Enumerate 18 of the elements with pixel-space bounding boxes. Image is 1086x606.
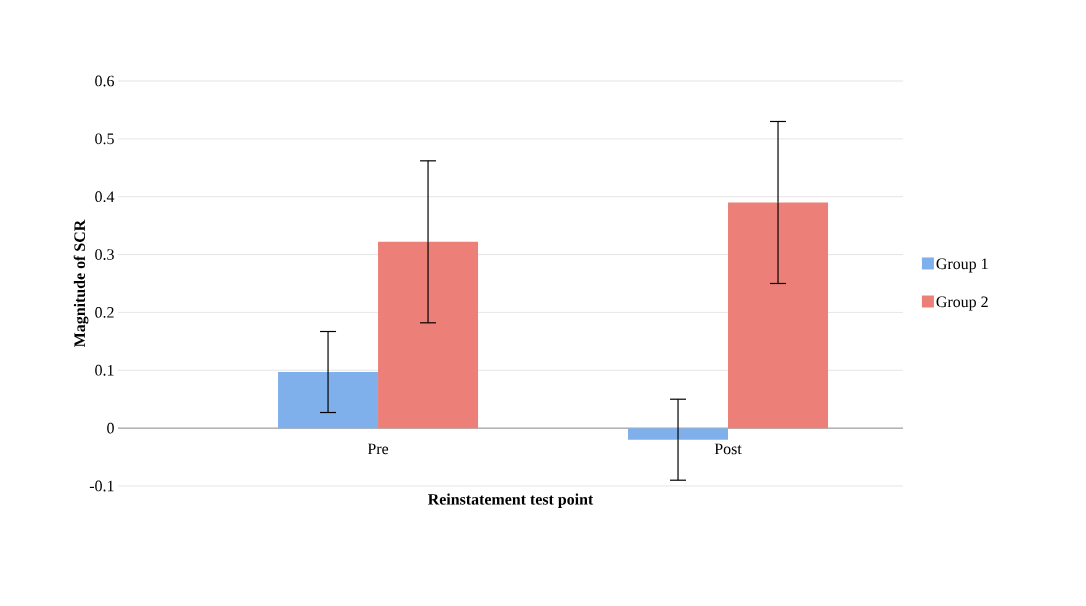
y-axis-title: Magnitude of SCR bbox=[73, 219, 89, 347]
y-tick-label: 0.2 bbox=[95, 307, 114, 318]
bar bbox=[378, 241, 479, 429]
x-axis-title: Reinstatement test point bbox=[427, 493, 594, 508]
y-tick-label: 0.3 bbox=[95, 249, 114, 260]
y-tick-label: 0.6 bbox=[95, 75, 115, 87]
legend-label: Group 2 bbox=[936, 296, 988, 311]
y-tick-label: 0.4 bbox=[95, 191, 115, 203]
y-tick-label: 0.1 bbox=[95, 364, 114, 376]
x-tick-label: Post bbox=[714, 443, 742, 455]
bar bbox=[728, 202, 829, 429]
y-tick-label: 0.5 bbox=[95, 133, 114, 145]
x-tick-label: Pre bbox=[367, 443, 389, 455]
bar bbox=[278, 372, 379, 429]
legend-label: Group 1 bbox=[936, 258, 988, 273]
bar bbox=[628, 428, 729, 440]
y-tick-label: 0 bbox=[107, 422, 114, 434]
y-tick-label: -0.1 bbox=[89, 480, 114, 492]
